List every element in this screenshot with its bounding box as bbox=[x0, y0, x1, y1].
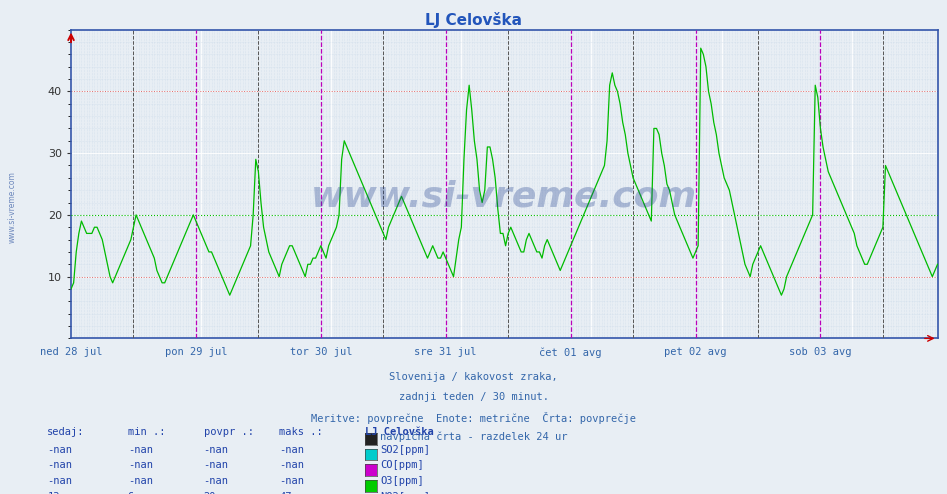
Text: www.si-vreme.com: www.si-vreme.com bbox=[312, 179, 697, 213]
Text: Meritve: povprečne  Enote: metrične  Črta: povprečje: Meritve: povprečne Enote: metrične Črta:… bbox=[311, 412, 636, 423]
Text: 6: 6 bbox=[128, 492, 134, 494]
Text: 13: 13 bbox=[47, 492, 60, 494]
Text: -nan: -nan bbox=[204, 445, 228, 454]
Text: sob 03 avg: sob 03 avg bbox=[789, 347, 851, 357]
Text: čet 01 avg: čet 01 avg bbox=[540, 347, 602, 358]
Text: -nan: -nan bbox=[204, 476, 228, 486]
Text: tor 30 jul: tor 30 jul bbox=[290, 347, 352, 357]
Text: -nan: -nan bbox=[47, 476, 72, 486]
Text: -nan: -nan bbox=[279, 460, 304, 470]
Text: O3[ppm]: O3[ppm] bbox=[381, 476, 424, 486]
Text: -nan: -nan bbox=[204, 460, 228, 470]
Text: sedaj:: sedaj: bbox=[47, 427, 85, 437]
Text: -nan: -nan bbox=[47, 460, 72, 470]
Text: -nan: -nan bbox=[279, 445, 304, 454]
Text: 47: 47 bbox=[279, 492, 292, 494]
Text: pon 29 jul: pon 29 jul bbox=[165, 347, 227, 357]
Text: NO2[ppm]: NO2[ppm] bbox=[381, 492, 431, 494]
Text: LJ Celovška: LJ Celovška bbox=[365, 427, 434, 437]
Text: 20: 20 bbox=[204, 492, 216, 494]
Text: LJ Celovška: LJ Celovška bbox=[425, 12, 522, 28]
Text: SO2[ppm]: SO2[ppm] bbox=[381, 445, 431, 454]
Text: povpr .:: povpr .: bbox=[204, 427, 254, 437]
Text: Slovenija / kakovost zraka,: Slovenija / kakovost zraka, bbox=[389, 372, 558, 382]
Text: -nan: -nan bbox=[47, 445, 72, 454]
Text: -nan: -nan bbox=[128, 445, 152, 454]
Text: zadnji teden / 30 minut.: zadnji teden / 30 minut. bbox=[399, 392, 548, 402]
Text: ned 28 jul: ned 28 jul bbox=[40, 347, 102, 357]
Text: sre 31 jul: sre 31 jul bbox=[415, 347, 477, 357]
Text: www.si-vreme.com: www.si-vreme.com bbox=[8, 171, 17, 244]
Text: CO[ppm]: CO[ppm] bbox=[381, 460, 424, 470]
Text: -nan: -nan bbox=[279, 476, 304, 486]
Text: navpična črta - razdelek 24 ur: navpična črta - razdelek 24 ur bbox=[380, 431, 567, 442]
Text: -nan: -nan bbox=[128, 460, 152, 470]
Text: pet 02 avg: pet 02 avg bbox=[664, 347, 726, 357]
Text: -nan: -nan bbox=[128, 476, 152, 486]
Text: min .:: min .: bbox=[128, 427, 166, 437]
Text: maks .:: maks .: bbox=[279, 427, 323, 437]
